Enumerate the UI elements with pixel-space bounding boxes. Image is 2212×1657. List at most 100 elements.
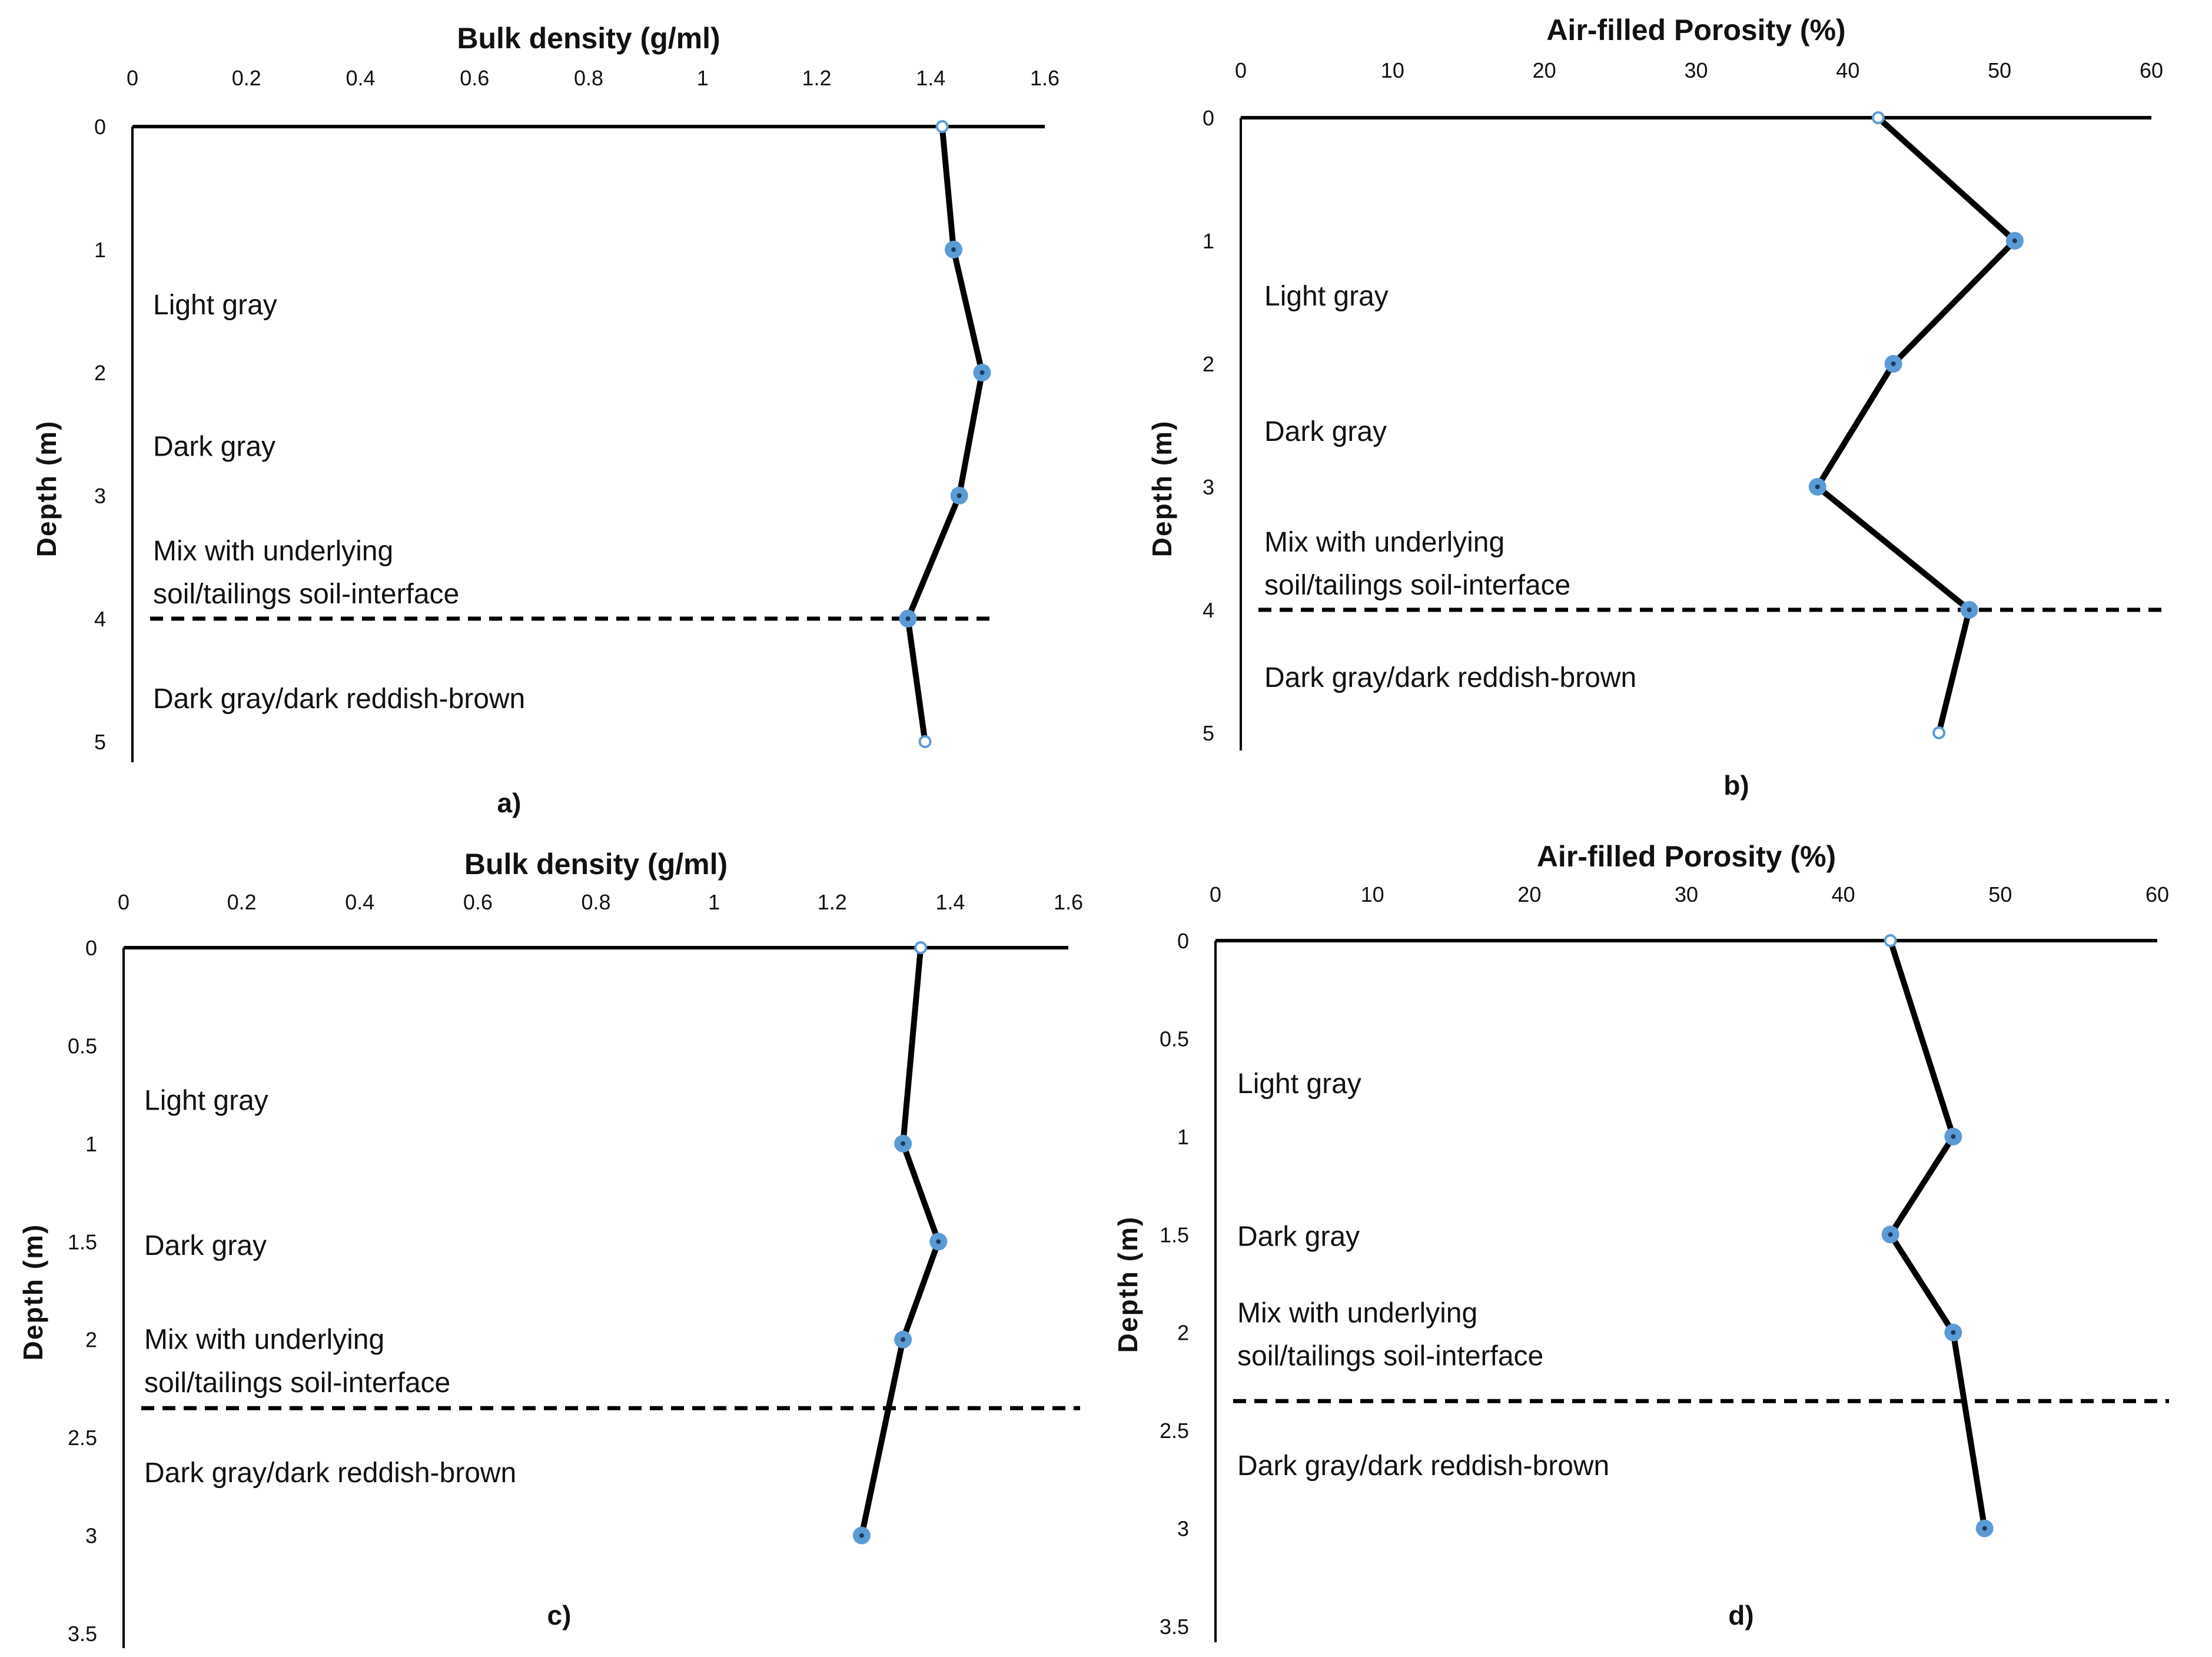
panel-b-data-point-center (2012, 238, 2017, 243)
panel-d-data-point-center (1951, 1134, 1956, 1139)
panel-a-x-tick-label: 1.6 (1030, 66, 1059, 90)
panel-a-x-tick-label: 0.8 (574, 66, 603, 90)
panel-c-x-tick-label: 0.6 (463, 890, 493, 914)
panel-b-annotation-3: Mix with underlying (1264, 527, 1504, 558)
panel-a-label: a) (497, 788, 522, 818)
panel-b-annotation-4: soil/tailings soil-interface (1264, 570, 1570, 601)
panel-c-data-point-center (936, 1239, 941, 1244)
panel-c-label: c) (547, 1600, 572, 1631)
panel-b-data-point (1871, 111, 1885, 124)
panel-b-title: Air-filled Porosity (%) (1546, 14, 1845, 47)
panel-c-y-tick-label: 3 (85, 1524, 97, 1548)
panel-a-title: Bulk density (g/ml) (457, 22, 720, 55)
panel-c-x-tick-label: 1.2 (818, 890, 847, 914)
panel-b-annotation-2: Dark gray (1264, 416, 1387, 447)
panel-a-data-point (935, 120, 949, 133)
panel-d-data-point-center (1951, 1330, 1956, 1335)
panel-a-x-tick-label: 0 (127, 66, 138, 90)
panel-a-series-line (905, 126, 985, 742)
panel-d-label: d) (1728, 1600, 1753, 1631)
panel-d-annotation-4: soil/tailings soil-interface (1237, 1341, 1543, 1372)
panel-c-annotation-1: Light gray (144, 1085, 268, 1117)
panel-d-annotation-3: Mix with underlying (1237, 1297, 1477, 1329)
panel-c-annotation-2: Dark gray (144, 1230, 267, 1261)
panel-d-y-tick-label: 2 (1177, 1321, 1189, 1345)
panel-c-y-tick-label: 1 (85, 1132, 97, 1156)
panel-c-x-tick-label: 0.4 (345, 890, 374, 914)
panel-a-y-axis-label: Depth (m) (31, 420, 62, 557)
panel-d-annotation-5: Dark gray/dark reddish-brown (1237, 1450, 1609, 1482)
panel-a-x-tick-label: 1.2 (802, 66, 831, 90)
panel-a-data-point (918, 735, 932, 748)
panel-d-data-point-center (1888, 1232, 1893, 1237)
panel-b-x-tick-label: 0 (1235, 58, 1247, 82)
panel-d-title: Air-filled Porosity (%) (1537, 840, 1836, 873)
panel-a-annotation-2: Dark gray (153, 431, 275, 462)
panel-d-y-tick-label: 2.5 (1160, 1419, 1189, 1443)
panel-c-data-point (914, 941, 928, 954)
panel-a-x-tick-label: 0.2 (232, 66, 261, 90)
panel-b-x-tick-label: 40 (1836, 58, 1859, 82)
panel-a-x-tick-label: 0.6 (460, 66, 489, 90)
panel-b-data-point-center (1967, 607, 1972, 612)
panel-d-x-tick-label: 0 (1210, 882, 1221, 906)
panel-c-y-tick-label: 2 (85, 1328, 97, 1352)
panel-a-y-tick-label: 4 (94, 607, 106, 631)
panel-b-label: b) (1723, 770, 1749, 801)
panel-c-title: Bulk density (g/ml) (464, 848, 728, 881)
panel-d-series-line (1886, 939, 1988, 1529)
panel-b-data-point-center (1891, 361, 1896, 366)
panel-b-annotation-5: Dark gray/dark reddish-brown (1264, 662, 1636, 693)
panel-a-x-tick-label: 1.4 (916, 66, 945, 90)
panel-d-annotation-2: Dark gray (1237, 1221, 1360, 1253)
panel-b-y-tick-label: 1 (1203, 229, 1214, 253)
panel-d-y-tick-label: 0 (1177, 929, 1189, 953)
panel-d-x-tick-label: 40 (1832, 882, 1855, 906)
panel-b-x-tick-label: 10 (1381, 58, 1404, 82)
panel-a-annotation-3: Mix with underlying (153, 536, 393, 567)
panel-b-data-point-center (1815, 484, 1820, 489)
panel-a-data-point-center (956, 493, 962, 498)
panel-c-y-tick-label: 2.5 (68, 1426, 97, 1450)
panel-c-annotation-5: Dark gray/dark reddish-brown (144, 1457, 516, 1489)
panel-c-x-tick-label: 0 (118, 890, 129, 914)
panel-d-x-tick-label: 30 (1675, 882, 1698, 906)
panel-d-y-tick-label: 3.5 (1160, 1615, 1189, 1639)
panel-b-x-tick-label: 20 (1533, 58, 1556, 82)
panel-d-x-tick-label: 50 (1988, 882, 2012, 906)
panel-b-x-tick-label: 60 (2140, 58, 2163, 82)
panel-c-data-point-center (901, 1141, 906, 1146)
panel-b-y-tick-label: 5 (1203, 721, 1214, 745)
panel-c-y-tick-label: 0 (85, 936, 97, 960)
panel-c-y-tick-label: 0.5 (68, 1034, 97, 1058)
panel-d-x-tick-label: 10 (1361, 882, 1384, 906)
panel-b-y-tick-label: 3 (1203, 475, 1214, 499)
panel-d-data-point-center (1982, 1526, 1987, 1531)
panel-a-y-tick-label: 3 (94, 484, 106, 508)
panel-d-y-axis-label: Depth (m) (1112, 1216, 1143, 1353)
panel-a-data-point-center (979, 370, 985, 375)
panel-a-annotation-4: soil/tailings soil-interface (153, 579, 459, 610)
panel-c-x-tick-label: 0.2 (227, 890, 257, 914)
panel-c-x-tick-label: 0.8 (581, 890, 610, 914)
panel-c-x-tick-label: 1.6 (1054, 890, 1083, 914)
panel-a-annotation-5: Dark gray/dark reddish-brown (153, 683, 525, 715)
panel-a-y-tick-label: 1 (94, 238, 106, 262)
panel-b-y-tick-label: 2 (1203, 352, 1214, 376)
panel-a-x-tick-label: 0.4 (346, 66, 375, 90)
panel-c-annotation-3: Mix with underlying (144, 1324, 384, 1356)
panel-b-series-line (1814, 115, 2020, 734)
panel-c-y-tick-label: 1.5 (68, 1230, 97, 1254)
panel-a-y-tick-label: 2 (94, 361, 106, 385)
panel-a-data-point-center (905, 616, 911, 621)
panel-b-y-axis-label: Depth (m) (1147, 420, 1177, 557)
panel-b-x-tick-label: 30 (1684, 58, 1708, 82)
panel-b-y-tick-label: 0 (1203, 106, 1214, 130)
panel-c-series-line (859, 947, 942, 1536)
panel-b-y-tick-label: 4 (1203, 598, 1214, 622)
panel-a-data-point-center (951, 247, 956, 252)
panel-d-x-tick-label: 60 (2145, 882, 2169, 906)
panel-b-annotation-1: Light gray (1264, 281, 1389, 312)
panel-d-data-point (1884, 934, 1897, 947)
